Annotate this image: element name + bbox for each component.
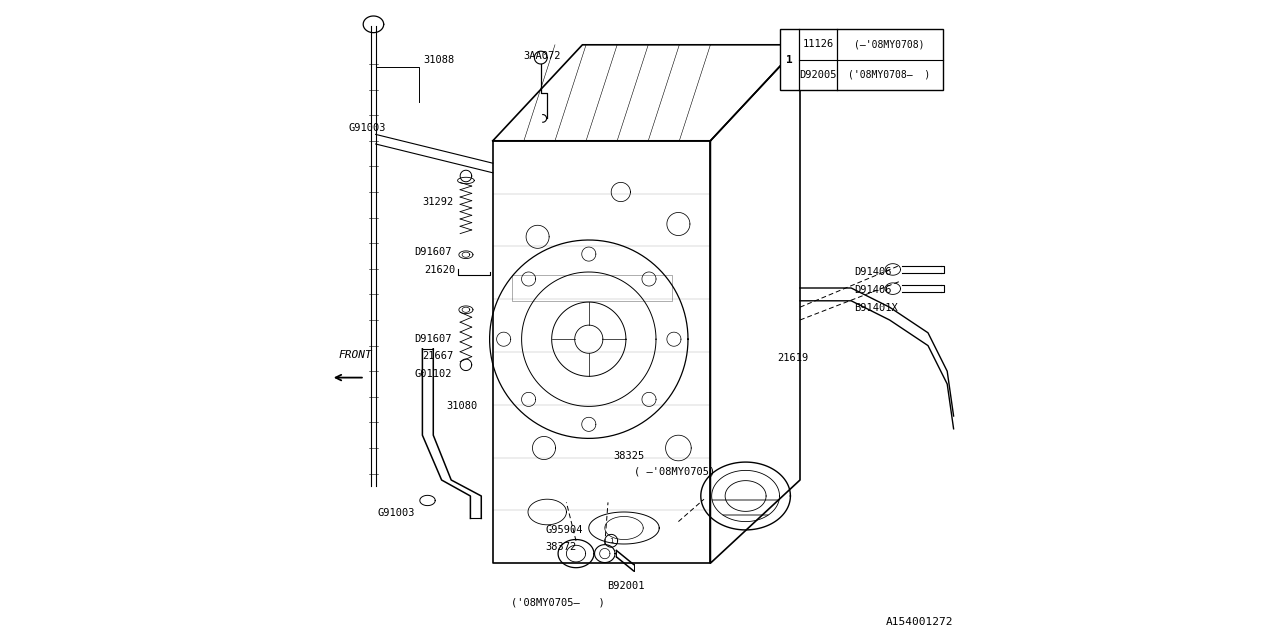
Text: FRONT: FRONT [338,351,372,360]
Text: 21619: 21619 [777,353,809,364]
Text: 21667: 21667 [422,351,453,362]
Text: 31080: 31080 [447,401,477,412]
Text: 1: 1 [786,54,792,65]
Text: G91003: G91003 [378,508,415,518]
Text: D91406: D91406 [855,285,892,295]
Text: 1: 1 [609,538,613,544]
Text: ('08MY0705—   ): ('08MY0705— ) [511,598,604,608]
Text: ('08MY0708—  ): ('08MY0708— ) [849,70,931,80]
Text: A154001272: A154001272 [886,617,954,627]
Text: G91003: G91003 [348,123,387,133]
Text: D91607: D91607 [415,334,452,344]
Text: D91607: D91607 [415,246,452,257]
Text: B92001: B92001 [607,580,644,591]
Text: D92005: D92005 [799,70,837,80]
Text: 3AA072: 3AA072 [524,51,561,61]
Text: ( —'08MY0705): ( —'08MY0705) [634,467,714,477]
Text: 31088: 31088 [424,54,454,65]
Text: B91401X: B91401X [855,303,899,314]
Text: G95904: G95904 [545,525,582,535]
Text: 11126: 11126 [803,39,833,49]
Text: (—'08MY0708): (—'08MY0708) [854,39,925,49]
Text: 21620: 21620 [425,265,456,275]
Bar [780,29,942,90]
Text: D91406: D91406 [855,267,892,277]
Text: G01102: G01102 [415,369,452,379]
Text: 31292: 31292 [422,196,453,207]
Text: 38325: 38325 [613,451,644,461]
Text: 38372: 38372 [545,541,576,552]
